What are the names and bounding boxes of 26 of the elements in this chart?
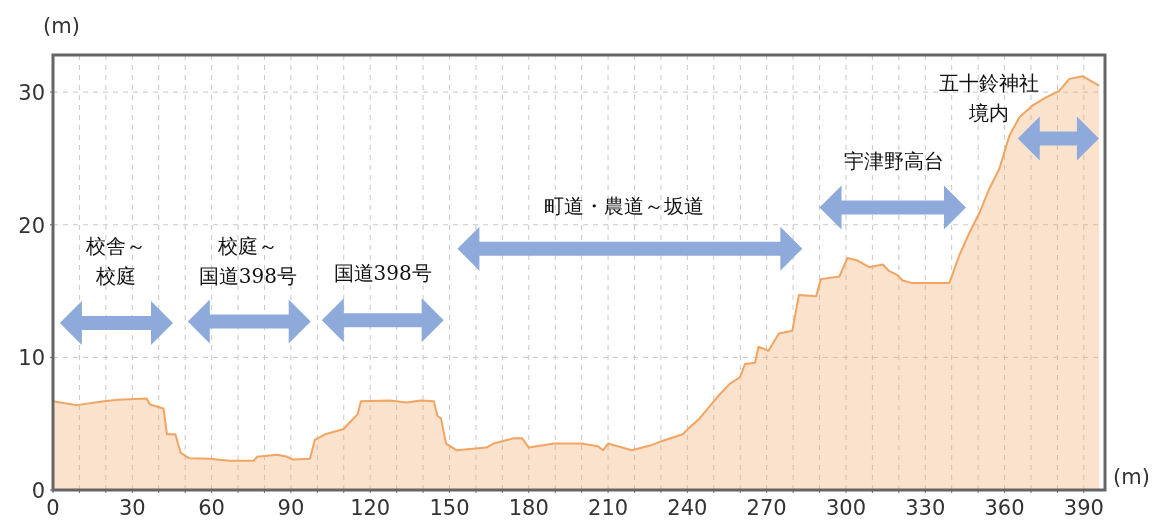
annotation: 校舎～校庭 xyxy=(85,234,147,289)
y-tick-label: 0 xyxy=(31,479,45,503)
x-tick-label: 90 xyxy=(277,496,305,520)
x-tick-label: 360 xyxy=(984,496,1025,520)
annotation: 国道398号 xyxy=(333,261,432,286)
y-tick-label: 10 xyxy=(18,346,45,371)
x-axis-title: (m) xyxy=(1113,465,1150,489)
x-tick-label: 210 xyxy=(588,496,629,520)
annotation: 五十鈴神社境内 xyxy=(938,70,1039,125)
x-tick-label: 60 xyxy=(198,496,225,520)
x-tick-label: 180 xyxy=(508,496,549,520)
y-axis-title: (m) xyxy=(43,14,80,38)
annotation: 校庭～国道398号 xyxy=(198,234,297,289)
x-tick-label: 300 xyxy=(825,496,867,520)
x-tick-label: 30 xyxy=(118,496,146,520)
y-tick-label: 30 xyxy=(18,81,45,106)
x-tick-label: 270 xyxy=(746,496,787,520)
x-tick-label: 240 xyxy=(667,496,708,520)
x-tick-label: 390 xyxy=(1063,496,1104,520)
x-tick-label: 150 xyxy=(429,496,470,520)
x-tick-label: 120 xyxy=(350,496,391,520)
annotation: 宇津野高台 xyxy=(843,148,944,173)
annotation: 町道・農道～坂道 xyxy=(543,193,704,218)
x-tick-label: 0 xyxy=(46,496,60,520)
y-tick-label: 20 xyxy=(18,213,45,238)
x-tick-label: 330 xyxy=(905,496,946,520)
